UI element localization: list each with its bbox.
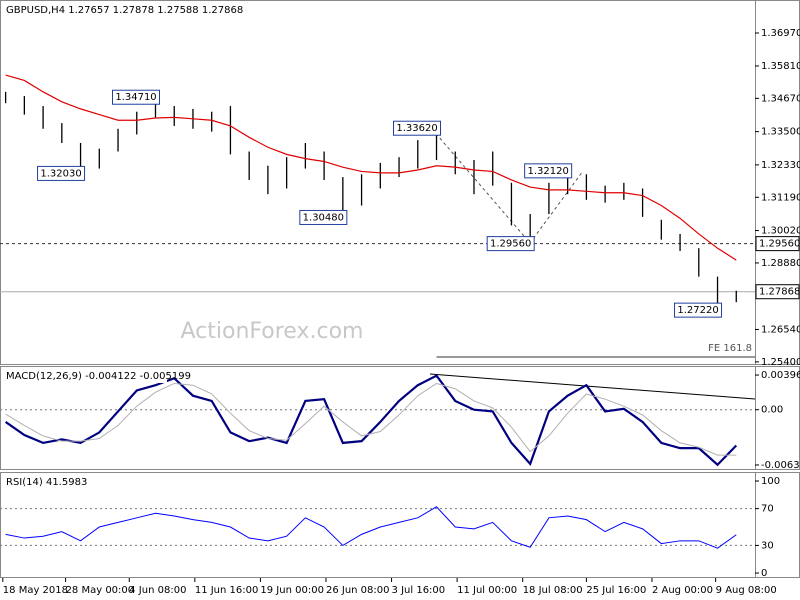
- y-tick-label: 100: [761, 476, 780, 487]
- title-box: [2, 3, 222, 17]
- y-tick-label: 1.25400: [761, 357, 800, 368]
- annotation-box: [299, 209, 348, 225]
- x-tick-label: 9 Aug 08:00: [716, 585, 777, 596]
- trend-line: [429, 373, 756, 400]
- y-tick-label: -0.006324: [761, 460, 800, 471]
- indicator-line: [4, 374, 738, 467]
- annotation-label: 1.32120: [527, 166, 568, 177]
- annotation-label: 1.29560: [490, 239, 531, 250]
- y-tick-label: 1.30020: [761, 226, 800, 237]
- price-label-box: [755, 236, 800, 252]
- x-tick-label: 25 Jul 16:00: [586, 585, 646, 596]
- y-tick-label: 0: [761, 568, 767, 579]
- x-tick-label: 11 Jun 16:00: [195, 585, 259, 596]
- title-box: [2, 369, 167, 383]
- y-tick-label: 1.28880: [761, 258, 800, 269]
- panel-title: MACD(12,26,9) -0.004122 -0.005199: [6, 371, 191, 382]
- price-label: 1.27868: [759, 287, 800, 298]
- y-tick-label: 30: [761, 540, 774, 551]
- x-tick-label: 2 Aug 00:00: [652, 585, 713, 596]
- watermark: ActionForex.com: [181, 319, 364, 344]
- annotation-box: [524, 163, 573, 179]
- annotation-box: [486, 236, 535, 252]
- panel-title: RSI(14) 41.5983: [6, 477, 87, 488]
- moving-average: [5, 74, 737, 261]
- x-tick-label: 28 May 00:00: [66, 585, 135, 596]
- annotation-box: [393, 120, 442, 136]
- annotation-label: 1.32030: [40, 168, 81, 179]
- y-tick-label: 1.36970: [761, 28, 800, 39]
- annotation-label: 1.34710: [115, 92, 156, 103]
- annotation-label: 1.33620: [396, 123, 437, 134]
- x-tick-label: 3 Jul 16:00: [392, 585, 446, 596]
- y-tick-label: 1.34670: [761, 93, 800, 104]
- y-tick-label: 1.31190: [761, 192, 800, 203]
- panel-title: GBPUSD,H4 1.27657 1.27878 1.27588 1.2786…: [6, 5, 243, 16]
- fe-label: FE 161.8: [708, 343, 752, 354]
- annotation-box: [674, 302, 723, 318]
- price-label-box: [755, 284, 800, 300]
- y-tick-label: 0.003964: [761, 370, 800, 381]
- annotation-label: 1.27220: [677, 305, 718, 316]
- x-tick-label: 18 Jul 08:00: [523, 585, 583, 596]
- x-tick-label: 11 Jul 00:00: [457, 585, 517, 596]
- x-tick-label: 4 Jun 08:00: [129, 585, 186, 596]
- x-tick-label: 18 May 2018: [3, 585, 68, 596]
- price-label: 1.29560: [759, 239, 800, 250]
- y-tick-label: 1.32330: [761, 160, 800, 171]
- y-tick-label: 1.26540: [761, 324, 800, 335]
- annotation-label: 1.30480: [303, 212, 344, 223]
- annotation-box: [37, 165, 86, 181]
- title-box: [2, 475, 167, 489]
- annotation-box: [111, 89, 160, 105]
- indicator-line: [5, 506, 737, 549]
- x-tick-label: 19 Jun 00:00: [260, 585, 324, 596]
- y-tick-label: 70: [761, 504, 774, 515]
- y-tick-label: 1.33500: [761, 127, 800, 138]
- y-tick-label: 0.00: [761, 405, 783, 416]
- x-tick-label: 26 Jun 08:00: [326, 585, 390, 596]
- indicator-line: [5, 382, 737, 456]
- y-tick-label: 1.35810: [761, 61, 800, 72]
